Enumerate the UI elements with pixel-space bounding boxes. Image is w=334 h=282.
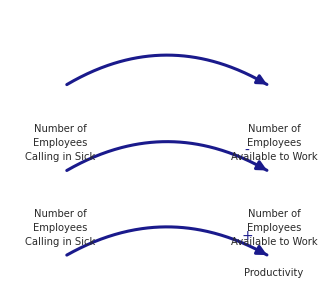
- Text: +: +: [241, 229, 253, 243]
- Text: -: -: [245, 144, 249, 158]
- Text: Number of
Employees
Available to Work: Number of Employees Available to Work: [230, 124, 317, 162]
- Text: Number of
Employees
Calling in Sick: Number of Employees Calling in Sick: [25, 209, 95, 247]
- Text: Productivity: Productivity: [244, 268, 304, 278]
- Text: Number of
Employees
Available to Work: Number of Employees Available to Work: [230, 209, 317, 247]
- Text: Number of
Employees
Calling in Sick: Number of Employees Calling in Sick: [25, 124, 95, 162]
